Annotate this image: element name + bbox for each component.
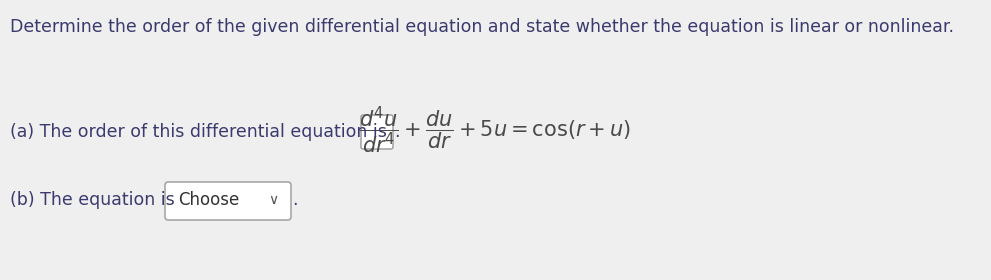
Text: (b) The equation is: (b) The equation is [10, 191, 174, 209]
FancyBboxPatch shape [165, 182, 291, 220]
Text: .: . [292, 191, 297, 209]
Text: Determine the order of the given differential equation and state whether the equ: Determine the order of the given differe… [10, 18, 954, 36]
Text: ∨: ∨ [268, 193, 278, 207]
Text: .: . [394, 123, 399, 141]
FancyBboxPatch shape [361, 115, 393, 149]
Text: (a) The order of this differential equation is: (a) The order of this differential equat… [10, 123, 386, 141]
Text: Choose: Choose [178, 191, 239, 209]
Text: $\dfrac{d^4u}{dr^4} + \dfrac{du}{dr} + 5u = \cos(r + u)$: $\dfrac{d^4u}{dr^4} + \dfrac{du}{dr} + 5… [359, 105, 631, 156]
